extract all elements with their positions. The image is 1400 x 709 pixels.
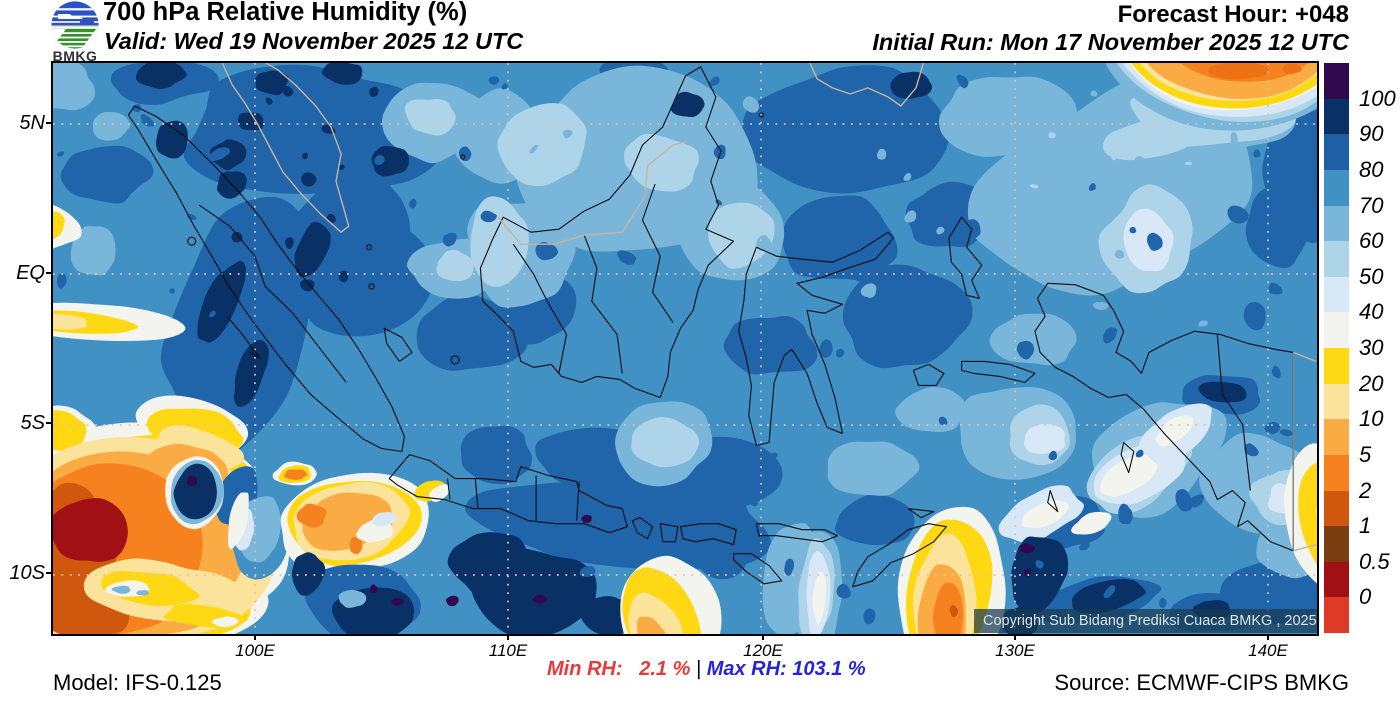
- svg-text:BMKG: BMKG: [53, 48, 98, 62]
